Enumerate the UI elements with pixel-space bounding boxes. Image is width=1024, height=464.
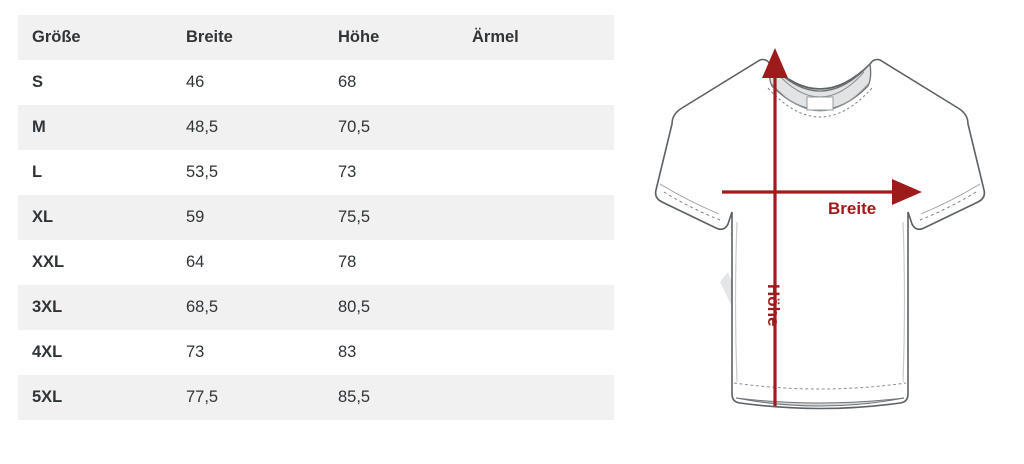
column-header-width: Breite: [186, 28, 233, 46]
cell-height: 73: [338, 163, 357, 181]
cell-sleeve: [458, 195, 614, 240]
shirt-body-outline: [654, 58, 986, 410]
cell-width: 64: [186, 253, 205, 271]
size-chart-table: Größe Breite Höhe Ärmel S 46 68 M 48,5 7…: [18, 15, 614, 420]
table-header-row: Größe Breite Höhe Ärmel: [18, 15, 614, 60]
cell-size: XXL: [32, 253, 65, 271]
collar-band: [768, 62, 872, 111]
cell-sleeve: [458, 375, 614, 420]
width-label: Breite: [828, 199, 876, 218]
column-header-height: Höhe: [338, 28, 380, 46]
cell-width: 77,5: [186, 388, 219, 406]
height-label: Höhe: [764, 284, 783, 327]
cell-height: 68: [338, 73, 357, 91]
cell-size: L: [32, 163, 43, 181]
tshirt-measurement-diagram: Breite Höhe: [620, 22, 1020, 452]
cell-size: S: [32, 73, 44, 91]
cell-height: 85,5: [338, 388, 371, 406]
bottom-hem-shadow: [735, 397, 905, 407]
height-arrow-head-icon: [762, 48, 788, 78]
cell-width: 73: [186, 343, 205, 361]
table-row: 4XL 73 83: [18, 330, 614, 375]
neck-label-tag: [806, 96, 834, 111]
collar-inner-line-2: [771, 83, 869, 112]
table-row: L 53,5 73: [18, 150, 614, 195]
cell-sleeve: [458, 60, 614, 105]
cell-width: 46: [186, 73, 205, 91]
width-arrow-head-icon: [892, 179, 922, 205]
right-sleeve-stitch: [919, 191, 977, 221]
tshirt-svg: Breite Höhe: [654, 48, 986, 410]
table-row: 3XL 68,5 80,5: [18, 285, 614, 330]
left-sleeve-stitch: [663, 191, 721, 221]
table-row: S 46 68: [18, 60, 614, 105]
cell-size: M: [32, 118, 46, 136]
column-header-size: Größe: [32, 28, 81, 46]
collar-stitch: [767, 87, 873, 118]
cell-height: 75,5: [338, 208, 371, 226]
cell-size: 3XL: [32, 298, 63, 316]
table-row: 5XL 77,5 85,5: [18, 375, 614, 420]
cell-sleeve: [458, 105, 614, 150]
cell-size: 5XL: [32, 388, 63, 406]
cell-width: 48,5: [186, 118, 219, 136]
cell-height: 78: [338, 253, 357, 271]
cell-width: 59: [186, 208, 205, 226]
table-row: XXL 64 78: [18, 240, 614, 285]
cell-width: 68,5: [186, 298, 219, 316]
left-sleeve-edge: [659, 183, 720, 215]
table-body: S 46 68 M 48,5 70,5 L 53,5 73 XL 59 75,5…: [18, 60, 614, 420]
table-header: Größe Breite Höhe Ärmel: [18, 15, 614, 60]
right-sleeve-edge: [920, 183, 981, 215]
cell-height: 70,5: [338, 118, 371, 136]
cell-size: XL: [32, 208, 54, 226]
cell-sleeve: [458, 240, 614, 285]
cell-sleeve: [458, 285, 614, 330]
cell-sleeve: [458, 330, 614, 375]
table-row: M 48,5 70,5: [18, 105, 614, 150]
cell-height: 80,5: [338, 298, 371, 316]
cell-width: 53,5: [186, 163, 219, 181]
right-side-seam: [902, 221, 906, 383]
table-row: XL 59 75,5: [18, 195, 614, 240]
cell-height: 83: [338, 343, 357, 361]
cell-size: 4XL: [32, 343, 63, 361]
column-header-sleeve: Ärmel: [472, 28, 519, 46]
left-side-seam: [734, 221, 738, 383]
cell-sleeve: [458, 150, 614, 195]
